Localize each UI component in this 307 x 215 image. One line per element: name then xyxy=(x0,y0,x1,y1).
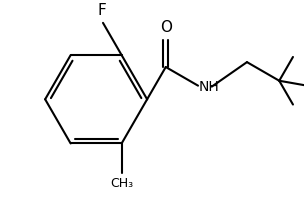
Text: CH₃: CH₃ xyxy=(110,177,133,190)
Text: O: O xyxy=(160,20,172,35)
Text: F: F xyxy=(98,3,107,18)
Text: NH: NH xyxy=(199,80,220,94)
